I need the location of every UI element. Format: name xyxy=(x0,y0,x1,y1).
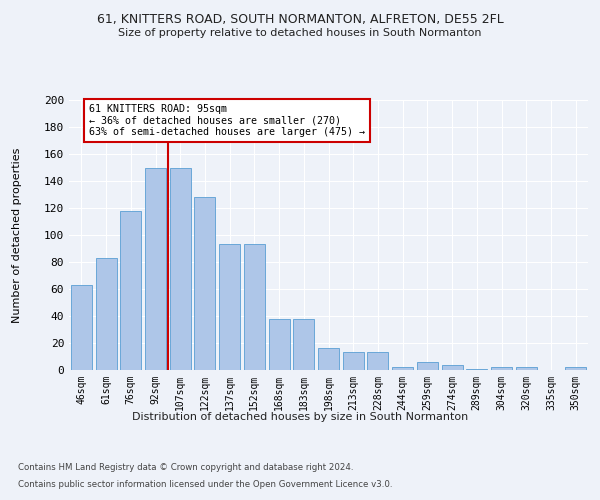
Bar xyxy=(120,210,141,370)
Bar xyxy=(516,368,537,370)
Bar xyxy=(219,244,240,370)
Bar xyxy=(293,318,314,370)
Bar xyxy=(466,368,487,370)
Bar xyxy=(145,168,166,370)
Bar xyxy=(95,258,116,370)
Bar xyxy=(565,368,586,370)
Text: Contains HM Land Registry data © Crown copyright and database right 2024.: Contains HM Land Registry data © Crown c… xyxy=(18,462,353,471)
Bar xyxy=(170,168,191,370)
Bar xyxy=(194,197,215,370)
Text: Size of property relative to detached houses in South Normanton: Size of property relative to detached ho… xyxy=(118,28,482,38)
Text: 61, KNITTERS ROAD, SOUTH NORMANTON, ALFRETON, DE55 2FL: 61, KNITTERS ROAD, SOUTH NORMANTON, ALFR… xyxy=(97,12,503,26)
Text: 61 KNITTERS ROAD: 95sqm
← 36% of detached houses are smaller (270)
63% of semi-d: 61 KNITTERS ROAD: 95sqm ← 36% of detache… xyxy=(89,104,365,137)
Bar xyxy=(318,348,339,370)
Bar xyxy=(417,362,438,370)
Text: Distribution of detached houses by size in South Normanton: Distribution of detached houses by size … xyxy=(132,412,468,422)
Text: Contains public sector information licensed under the Open Government Licence v3: Contains public sector information licen… xyxy=(18,480,392,489)
Bar xyxy=(442,364,463,370)
Bar xyxy=(269,318,290,370)
Bar xyxy=(244,244,265,370)
Bar xyxy=(367,352,388,370)
Bar xyxy=(491,368,512,370)
Bar xyxy=(343,352,364,370)
Y-axis label: Number of detached properties: Number of detached properties xyxy=(12,148,22,322)
Bar xyxy=(392,368,413,370)
Bar xyxy=(71,285,92,370)
